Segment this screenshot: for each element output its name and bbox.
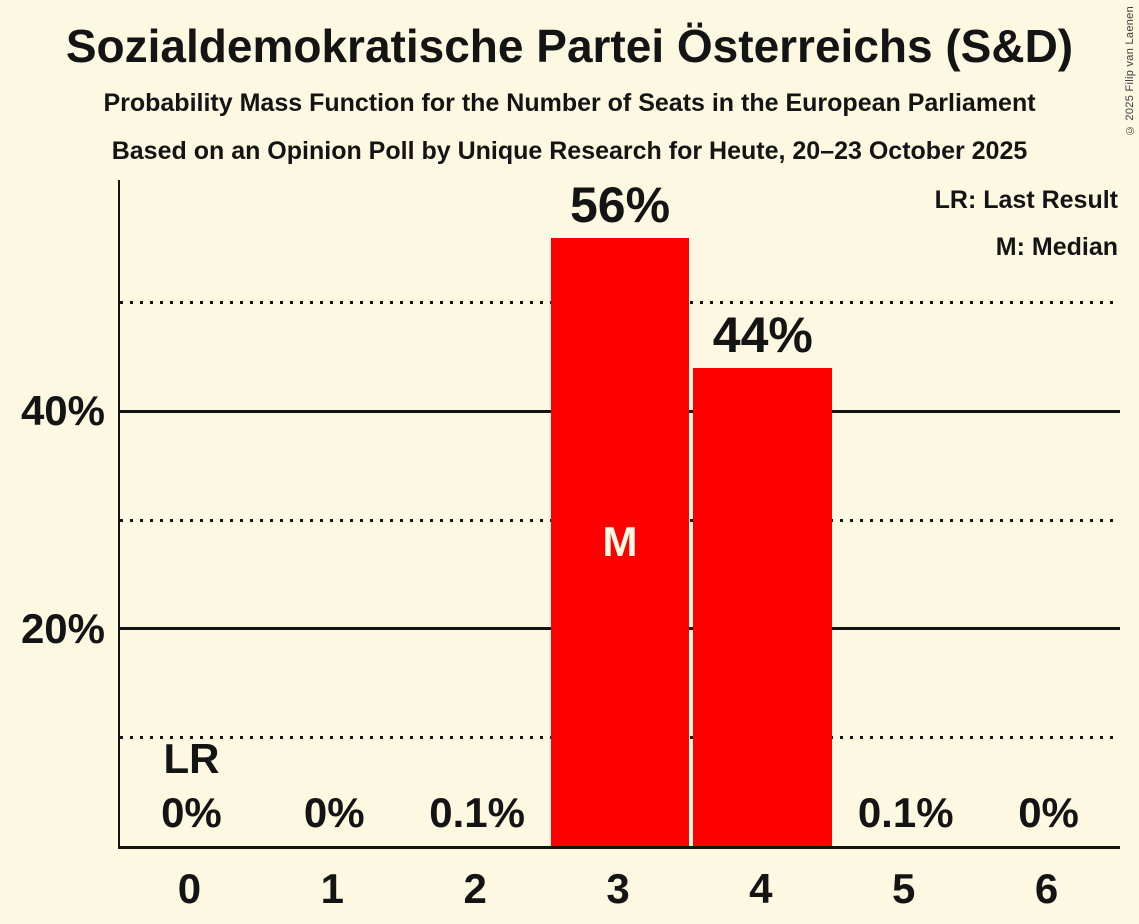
x-tick-label-4: 4 <box>749 865 773 912</box>
chart-title: Sozialdemokratische Partei Österreichs (… <box>65 20 1074 72</box>
y-tick-label-20: 20% <box>20 604 105 652</box>
bar-value-label-3: 56% <box>569 176 671 233</box>
x-tick-label-1: 1 <box>320 865 344 912</box>
y-tick-label-40: 40% <box>20 387 105 435</box>
chart-subtitle-poll: Based on an Opinion Poll by Unique Resea… <box>111 137 1028 165</box>
bar-value-label-6: 0% <box>1018 789 1079 836</box>
bar-value-label-1: 0% <box>303 789 365 836</box>
bar-seats-4 <box>693 367 833 846</box>
legend-last-result: LR: Last Result <box>934 186 1118 214</box>
bar-seats-3: M <box>550 237 690 846</box>
copyright-notice: © 2025 Filip van Laenen <box>1124 6 1136 137</box>
last-result-marker: LR <box>163 735 220 782</box>
x-tick-label-3: 3 <box>606 865 630 912</box>
x-tick-label-2: 2 <box>463 865 487 912</box>
bar-value-label-5: 0.1% <box>857 789 954 836</box>
bar-value-label-4: 44% <box>712 306 813 363</box>
bar-value-label-2: 0.1% <box>429 789 525 836</box>
x-tick-label-0: 0 <box>177 865 202 912</box>
legend-median: M: Median <box>995 233 1118 261</box>
x-tick-label-5: 5 <box>892 865 916 912</box>
bar-value-label-0: 0% <box>161 789 222 836</box>
x-tick-label-6: 6 <box>1034 865 1059 912</box>
plot-area: 0% LR 0% 0.1% M 56% 44% 0.1% 0% <box>118 180 1120 849</box>
median-marker: M <box>602 517 638 565</box>
chart-subtitle-pmf: Probability Mass Function for the Number… <box>103 89 1036 117</box>
